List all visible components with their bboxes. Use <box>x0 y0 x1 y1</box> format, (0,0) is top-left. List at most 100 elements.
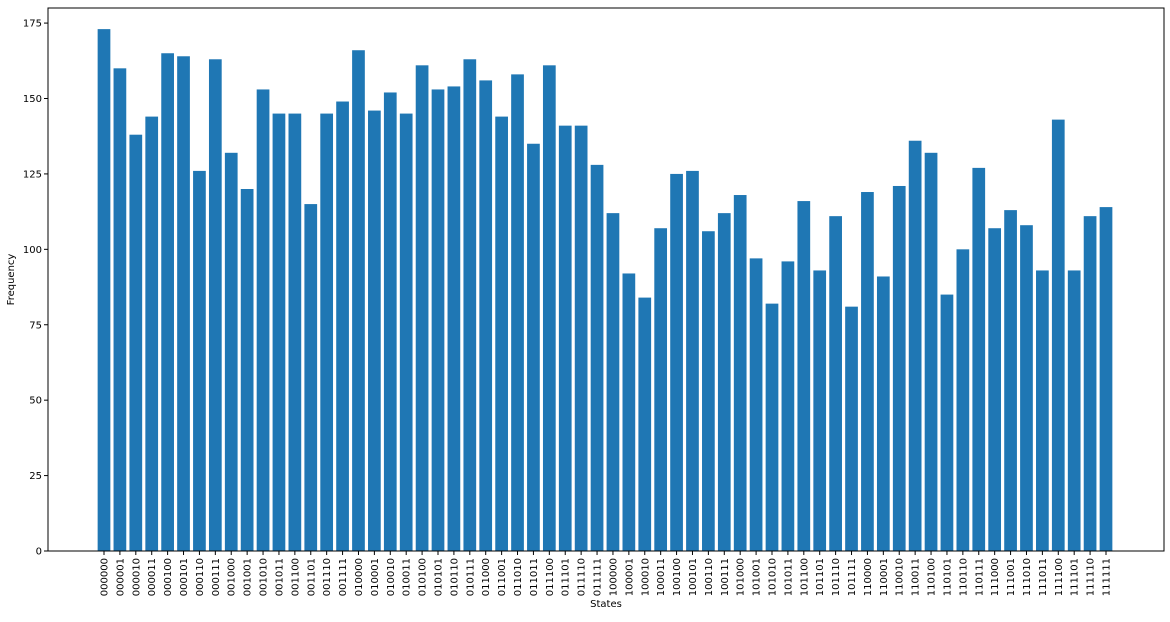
x-tick-label: 010001 <box>370 558 381 596</box>
bar-001000 <box>224 152 238 552</box>
x-tick-label: 000111 <box>211 558 222 596</box>
y-tick-label: 150 <box>23 94 42 105</box>
bar-011010 <box>511 74 524 552</box>
bar-111010 <box>1020 225 1033 551</box>
x-tick-label: 100111 <box>720 558 731 596</box>
x-tick-label: 001110 <box>322 558 333 596</box>
x-tick-label: 110000 <box>863 558 874 596</box>
x-tick-label: 011011 <box>529 558 540 596</box>
x-tick-label: 011001 <box>497 558 508 596</box>
bar-000100 <box>161 53 174 551</box>
bars-layer <box>97 29 1113 552</box>
bar-000001 <box>113 68 127 551</box>
x-tick-label: 101100 <box>799 558 810 596</box>
bar-100110 <box>702 231 715 552</box>
bar-010110 <box>447 86 461 552</box>
x-tick-label: 110001 <box>879 558 890 596</box>
bar-101000 <box>733 195 747 551</box>
x-tick-label: 100001 <box>624 558 635 596</box>
y-tick-label: 100 <box>23 245 42 256</box>
bar-001101 <box>304 204 318 551</box>
bar-101100 <box>797 201 811 551</box>
x-tick-label: 001100 <box>290 558 301 596</box>
x-tick-label: 001001 <box>243 558 254 596</box>
x-tick-label: 011010 <box>513 558 524 596</box>
bar-110010 <box>892 185 906 552</box>
bar-000101 <box>177 56 190 552</box>
bar-000110 <box>193 170 206 551</box>
x-tick-label: 101111 <box>847 558 858 596</box>
x-tick-label: 111100 <box>1054 558 1065 596</box>
bar-101110 <box>829 216 842 551</box>
y-tick-label: 25 <box>29 471 42 482</box>
x-tick-label: 011101 <box>561 558 572 596</box>
x-tick-label: 100100 <box>672 558 683 596</box>
x-tick-label: 110110 <box>958 558 969 596</box>
bar-100010 <box>638 297 652 551</box>
x-tick-label: 110011 <box>911 558 922 596</box>
x-tick-label: 001010 <box>259 558 270 596</box>
x-tick-label: 101000 <box>736 558 747 596</box>
bar-011000 <box>479 80 493 552</box>
bar-011110 <box>574 125 588 552</box>
y-tick-label: 175 <box>23 19 42 30</box>
x-tick-label: 010000 <box>354 558 365 596</box>
x-tick-label: 010010 <box>386 558 397 596</box>
x-tick-label: 110100 <box>927 558 938 596</box>
x-tick-label: 010111 <box>465 558 476 596</box>
x-tick-label: 011110 <box>577 558 588 596</box>
x-tick-label: 000100 <box>163 558 174 596</box>
x-tick-label: 110101 <box>942 558 953 596</box>
x-tick-label: 101110 <box>831 558 842 596</box>
x-tick-label: 100101 <box>688 558 699 596</box>
bar-101010 <box>765 303 779 551</box>
bar-110100 <box>924 152 938 552</box>
bar-111011 <box>1036 270 1049 551</box>
bar-001111 <box>336 101 349 552</box>
x-tick-label: 100110 <box>704 558 715 596</box>
bar-101111 <box>845 306 858 551</box>
bar-100011 <box>654 228 668 551</box>
x-tick-label: 101010 <box>768 558 779 596</box>
x-tick-label: 000101 <box>179 558 190 596</box>
bar-010001 <box>368 110 381 551</box>
bar-101011 <box>781 261 795 551</box>
x-tick-label: 000110 <box>195 558 206 596</box>
x-tick-label: 000011 <box>147 558 158 596</box>
x-axis: 000000 000001 000010 000011 000100 000101 0001… <box>100 551 1113 596</box>
plot-frame <box>47 7 1165 552</box>
x-axis-label: States <box>590 599 622 610</box>
x-tick-label: 110010 <box>895 558 906 596</box>
bar-111110 <box>1083 216 1097 551</box>
x-tick-label: 000000 <box>100 558 111 596</box>
bar-111000 <box>988 228 1002 551</box>
bar-011001 <box>495 116 508 551</box>
bar-011011 <box>527 143 540 551</box>
bar-110011 <box>908 140 922 552</box>
x-tick-label: 111000 <box>990 558 1001 596</box>
bar-010000 <box>352 50 365 551</box>
x-tick-label: 011000 <box>481 558 492 596</box>
bar-001011 <box>272 113 286 551</box>
x-tick-label: 001011 <box>274 558 285 596</box>
bar-000010 <box>129 134 143 551</box>
bar-000111 <box>208 59 222 551</box>
bar-001100 <box>288 113 302 551</box>
x-tick-label: 010011 <box>402 558 413 596</box>
bar-110111 <box>972 167 986 551</box>
x-tick-label: 100011 <box>656 558 667 596</box>
bar-110110 <box>956 249 970 551</box>
x-tick-label: 010101 <box>434 558 445 596</box>
x-tick-label: 110111 <box>974 558 985 596</box>
x-tick-label: 101001 <box>752 558 763 596</box>
bar-010111 <box>463 59 477 551</box>
x-tick-label: 111111 <box>1102 558 1113 596</box>
bar-101101 <box>813 270 827 551</box>
bar-001110 <box>320 113 334 551</box>
y-axis: 0 25 50 75 100 125 150 175 <box>23 19 48 558</box>
x-tick-label: 000001 <box>115 558 126 596</box>
bar-111100 <box>1051 119 1065 552</box>
x-tick-label: 101101 <box>815 558 826 596</box>
x-tick-label: 011111 <box>593 558 604 596</box>
x-tick-label: 011100 <box>545 558 556 596</box>
